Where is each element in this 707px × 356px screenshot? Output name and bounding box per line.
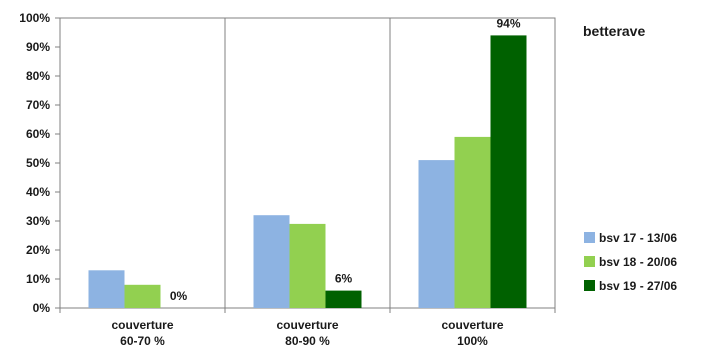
x-axis: couverture 60-70 % couverture 80-90 % couver… — [59, 308, 556, 348]
x-category-label: couverture — [441, 318, 503, 332]
data-label: 0% — [170, 289, 188, 303]
y-tick-label: 20% — [26, 243, 50, 257]
y-tick-label: 40% — [26, 185, 50, 199]
bar — [490, 35, 527, 309]
x-category-label: 80-90 % — [285, 334, 330, 348]
bar — [418, 160, 455, 308]
bar — [253, 215, 290, 308]
data-labels: 0% 6% 94% — [170, 16, 521, 303]
legend-swatch — [584, 232, 595, 243]
legend-title: betterave — [583, 23, 645, 39]
legend-swatch — [584, 280, 595, 291]
y-tick-label: 90% — [26, 40, 50, 54]
y-tick-label: 70% — [26, 98, 50, 112]
y-axis: 0% 10% 20% 30% 40% 50% 60% 70% 80% 90% 100% — [19, 11, 60, 315]
data-label: 6% — [335, 272, 353, 286]
data-label: 94% — [496, 16, 520, 30]
bar — [454, 136, 491, 308]
bar — [124, 284, 161, 308]
legend-swatch — [584, 256, 595, 267]
bar — [325, 290, 362, 308]
x-category-label: couverture — [111, 318, 173, 332]
y-tick-label: 10% — [26, 272, 50, 286]
y-tick-label: 30% — [26, 214, 50, 228]
legend-label: bsv 17 - 13/06 — [599, 231, 677, 245]
bar — [289, 223, 326, 308]
y-tick-label: 80% — [26, 69, 50, 83]
bars — [88, 35, 527, 309]
legend: betterave bsv 17 - 13/06 bsv 18 - 20/06 bs… — [583, 23, 677, 293]
legend-label: bsv 19 - 27/06 — [599, 279, 677, 293]
x-category-label: 60-70 % — [120, 334, 165, 348]
y-tick-label: 0% — [33, 301, 51, 315]
legend-label: bsv 18 - 20/06 — [599, 255, 677, 269]
bar — [88, 270, 125, 308]
y-tick-label: 100% — [19, 11, 50, 25]
x-category-label: 100% — [457, 334, 488, 348]
y-tick-label: 60% — [26, 127, 50, 141]
x-category-label: couverture — [276, 318, 338, 332]
y-tick-label: 50% — [26, 156, 50, 170]
